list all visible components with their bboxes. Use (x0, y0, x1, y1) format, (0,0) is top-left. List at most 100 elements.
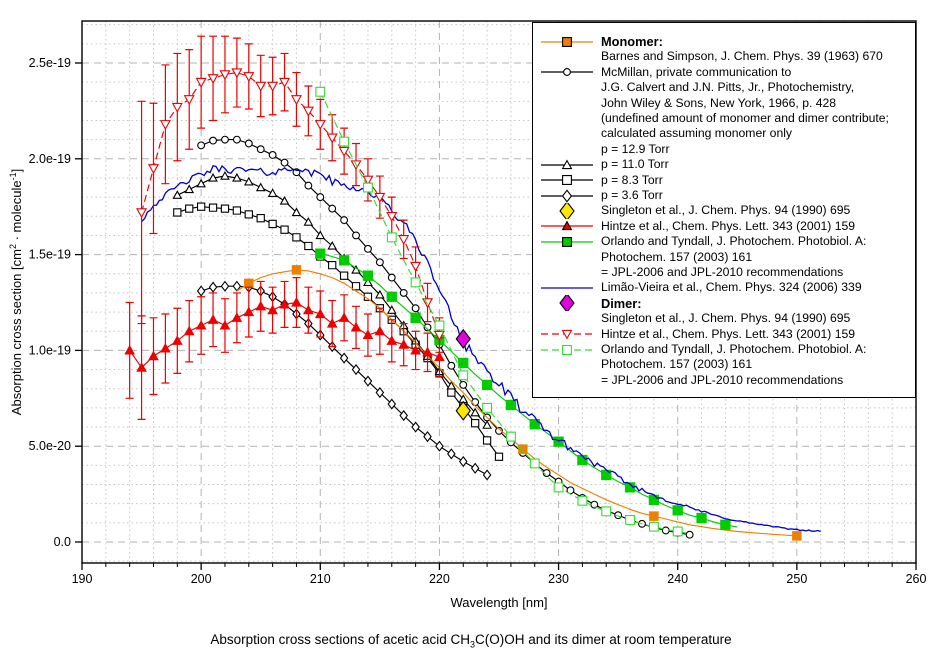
marker-square (553, 436, 564, 447)
marker-triangle-up (220, 171, 230, 180)
marker-square (386, 291, 397, 302)
y-tick-label: 2.5e-19 (29, 56, 71, 70)
legend-text: Orlando and Tyndall, J. Photochem. Photo… (601, 234, 867, 249)
marker-diamond (455, 328, 471, 349)
marker-diamond (470, 462, 480, 474)
marker-diamond (482, 469, 492, 481)
marker-triangle-up (243, 306, 255, 317)
marker-diamond (435, 440, 444, 452)
legend-text: Barnes and Simpson, J. Chem. Phys. 39 (1… (601, 49, 883, 64)
marker-triangle-down (243, 72, 255, 83)
marker-triangle-up (267, 304, 278, 315)
marker-triangle-down (171, 102, 183, 113)
marker-square (471, 419, 480, 428)
marker-square (410, 277, 421, 288)
marker-triangle-up (207, 314, 219, 324)
marker-triangle-up (386, 335, 398, 345)
marker-circle (352, 231, 360, 240)
marker-circle (685, 530, 694, 539)
marker-triangle-down (159, 120, 171, 131)
marker-triangle-up (422, 346, 433, 357)
marker-square (351, 282, 361, 291)
marker-triangle-down (147, 164, 160, 175)
marker-square (208, 203, 218, 212)
legend-sample (541, 287, 593, 289)
marker-diamond (363, 375, 373, 387)
marker-triangle-up (219, 319, 231, 330)
marker-square (185, 204, 194, 213)
series-line-limao (141, 164, 821, 533)
marker-triangle-up (363, 277, 373, 287)
marker-square (280, 225, 289, 234)
legend-box: Monomer: Barnes and Simpson, J. Chem. Phy… (532, 22, 916, 398)
marker-triangle-down (326, 133, 338, 144)
legend-text: Singleton et al., J. Chem. Phys. 94 (199… (601, 203, 851, 218)
marker-square (518, 444, 528, 454)
marker-diamond (375, 386, 385, 399)
marker-square (434, 320, 445, 331)
marker-triangle-up (386, 305, 397, 314)
legend-marker-diamond (559, 295, 575, 312)
marker-square (624, 482, 636, 493)
legend-text: = JPL-2006 and JPL-2010 recommendations (601, 372, 844, 387)
marker-triangle-up (350, 321, 362, 332)
series-p83 (173, 202, 504, 461)
marker-diamond (339, 352, 349, 364)
marker-square (339, 136, 350, 147)
marker-diamond (423, 431, 432, 443)
x-tick-label: 260 (906, 572, 927, 586)
legend-text: McMillan, private communication to (601, 64, 792, 79)
marker-square (447, 388, 456, 397)
marker-circle (387, 273, 396, 282)
marker-triangle-up (267, 188, 278, 197)
marker-triangle-down (219, 70, 231, 81)
marker-triangle-up (196, 178, 206, 188)
marker-circle (268, 151, 277, 159)
legend-text: J.G. Calvert and J.N. Pitts, Jr., Photoc… (601, 80, 855, 95)
marker-square (173, 208, 182, 217)
legend-marker-diamond (561, 188, 573, 203)
legend-text: p = 8.3 Torr (601, 172, 663, 187)
marker-triangle-up (172, 190, 183, 199)
marker-diamond (411, 421, 420, 433)
legend-text: = JPL-2006 and JPL-2010 recommendations (601, 265, 844, 279)
marker-circle (280, 158, 289, 167)
marker-circle (495, 426, 503, 435)
marker-triangle-up (482, 420, 492, 429)
y-tick-label: 5.0e-20 (29, 439, 71, 453)
marker-diamond (351, 363, 361, 376)
marker-triangle-up (470, 407, 481, 417)
marker-triangle-up (338, 312, 350, 322)
marker-square (482, 402, 493, 413)
marker-square (362, 182, 373, 193)
marker-square (720, 519, 731, 530)
marker-triangle-up (362, 329, 374, 340)
legend-text: Dimer: (601, 295, 642, 311)
series-barnes (236, 265, 802, 541)
series-singleton_monomer (455, 400, 471, 421)
marker-triangle-up (279, 298, 290, 309)
marker-triangle-up (303, 304, 314, 315)
marker-square (291, 265, 302, 275)
marker-circle (411, 304, 420, 313)
marker-circle (375, 258, 384, 267)
legend-sample (541, 36, 593, 47)
marker-square (328, 260, 337, 270)
marker-circle (471, 398, 480, 407)
legend-text: Photochem. 157 (2003) 161 (601, 357, 753, 372)
marker-square (362, 270, 374, 281)
marker-square (244, 278, 254, 289)
marker-square (363, 292, 373, 301)
marker-triangle-down (314, 120, 326, 131)
legend-marker-triangle-down (561, 330, 573, 340)
marker-circle (316, 193, 325, 202)
marker-square (338, 255, 350, 266)
marker-triangle-up (208, 172, 218, 182)
marker-circle (447, 361, 456, 370)
x-tick-label: 190 (72, 572, 93, 586)
series-line-barnes (236, 269, 797, 537)
legend-sample (541, 236, 593, 247)
series-hintze_dimer (136, 35, 445, 353)
marker-circle (459, 380, 468, 389)
marker-triangle-down (338, 146, 350, 157)
